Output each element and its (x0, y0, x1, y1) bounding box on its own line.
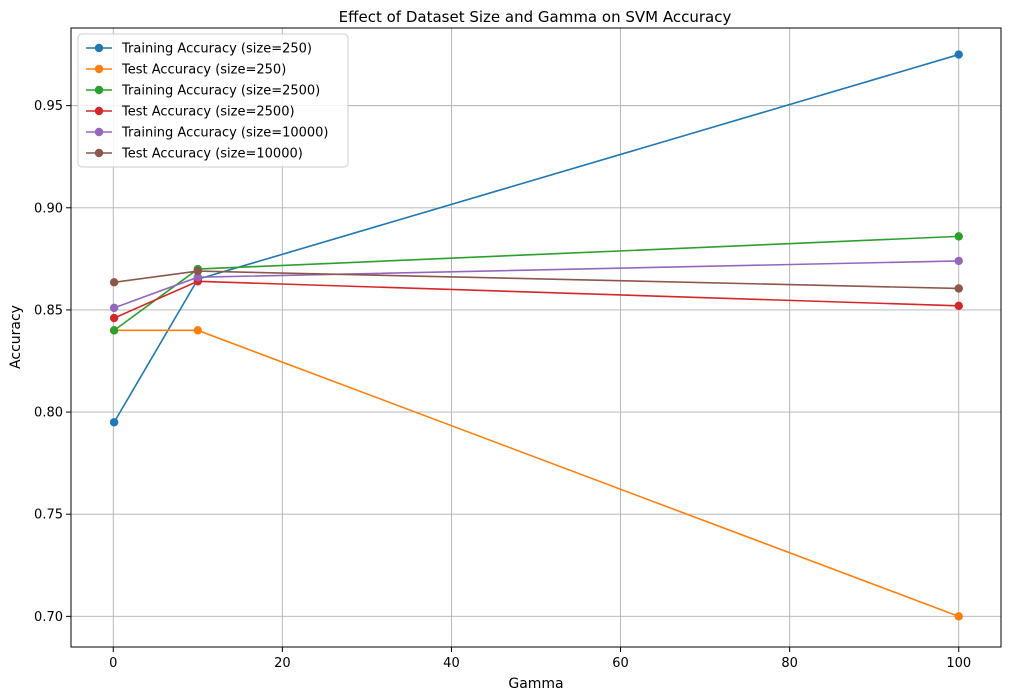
data-point (193, 326, 203, 335)
series-6 (109, 266, 963, 293)
data-point (109, 313, 119, 323)
x-tick-label: 60 (612, 656, 629, 671)
data-point (109, 278, 119, 287)
legend-box (77, 33, 349, 168)
series-5 (109, 256, 963, 313)
series-line (114, 270, 959, 290)
data-point (954, 232, 963, 241)
legend-label: Test Accuracy (size=250) (121, 63, 286, 78)
legend-item: Test Accuracy (size=10000) (86, 147, 303, 162)
y-tick-label: 0.85 (34, 303, 63, 318)
legend-item: Test Accuracy (size=250) (86, 63, 286, 78)
y-axis-label: Accuracy (8, 305, 24, 369)
series-line (114, 329, 960, 618)
x-axis-ticks: 0 20 40 60 80 100 (109, 647, 971, 671)
y-axis-ticks: 0.70 0.75 0.80 0.85 0.90 0.95 (34, 99, 71, 625)
data-point (109, 303, 119, 313)
data-point (193, 266, 203, 276)
legend-swatch-marker (94, 148, 104, 158)
x-tick-label: 100 (946, 656, 971, 671)
x-tick-label: 80 (781, 656, 798, 671)
legend-item: Training Accuracy (size=2500) (86, 84, 320, 99)
series-line (113, 280, 959, 319)
chart-title: Effect of Dataset Size and Gamma on SVM … (339, 8, 732, 26)
y-tick-label: 0.70 (34, 610, 63, 625)
x-tick-label: 40 (443, 656, 460, 671)
series-lines (109, 50, 963, 621)
data-point (954, 301, 963, 311)
legend-label: Training Accuracy (size=2500) (121, 84, 320, 99)
legend-swatch-marker (94, 64, 104, 74)
data-point (109, 326, 119, 335)
plot-frame (70, 27, 1002, 648)
legend-label: Test Accuracy (size=10000) (121, 147, 303, 162)
data-point (954, 256, 963, 266)
legend-label: Test Accuracy (size=2500) (121, 105, 295, 120)
x-axis-label: Gamma (508, 676, 563, 692)
legend-item: Training Accuracy (size=250) (86, 42, 312, 57)
legend-swatch-marker (94, 106, 104, 116)
data-point (954, 50, 963, 59)
data-point (954, 612, 963, 621)
legend-item: Test Accuracy (size=2500) (86, 105, 295, 120)
y-tick-label: 0.95 (34, 99, 63, 114)
legend-label: Training Accuracy (size=10000) (121, 126, 329, 141)
data-point (954, 284, 963, 293)
legend-swatch-marker (94, 43, 104, 53)
data-point (193, 273, 203, 282)
y-tick-label: 0.80 (34, 406, 63, 421)
legend-item: Training Accuracy (size=10000) (86, 126, 329, 141)
data-point (109, 418, 119, 427)
series-4 (109, 277, 963, 323)
y-tick-label: 0.75 (34, 508, 63, 523)
series-2 (109, 326, 963, 621)
legend: Training Accuracy (size=250) Test Accurac… (77, 33, 349, 168)
x-tick-label: 0 (109, 656, 117, 671)
y-tick-label: 0.90 (34, 201, 63, 216)
legend-swatch-marker (94, 127, 104, 137)
legend-label: Training Accuracy (size=250) (121, 42, 312, 57)
x-tick-label: 20 (274, 656, 291, 671)
legend-swatch-marker (94, 85, 104, 95)
